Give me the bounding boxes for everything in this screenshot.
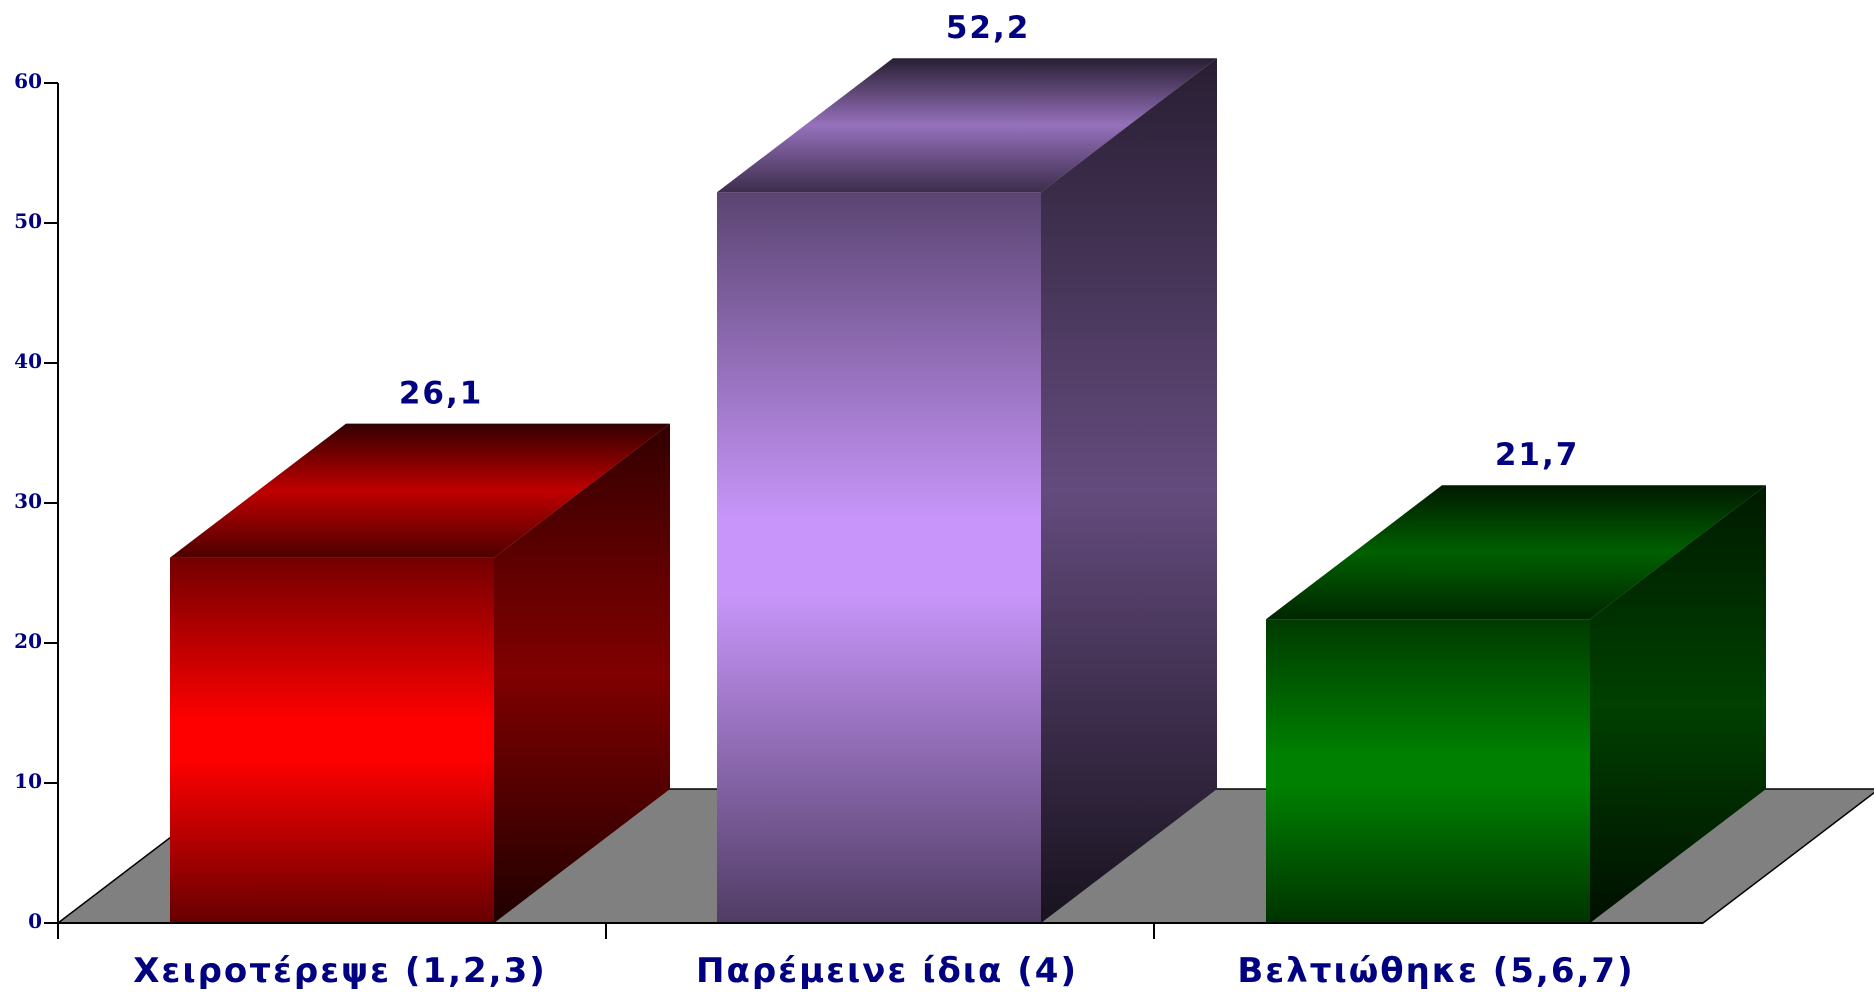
x-category-label: Χειροτέρεψε (1,2,3) [133,951,547,991]
bar [170,423,670,923]
y-tick-label: 10 [14,769,42,793]
bar-value-label: 26,1 [399,376,484,412]
y-tick-label: 40 [14,349,42,373]
value-labels: 26,1 52,2 21,7 [399,10,1580,473]
bar-value-label: 52,2 [946,10,1031,46]
y-tick-label: 20 [14,629,42,653]
bar [1266,485,1766,923]
bar-top-face [170,423,670,558]
x-category-label: Βελτιώθηκε (5,6,7) [1237,951,1634,991]
bar [717,58,1217,923]
bar-side-face [494,423,670,923]
y-tick-label: 60 [14,69,42,93]
bar-front-face [1266,619,1590,923]
x-axis-categories: Χειροτέρεψε (1,2,3) Παρέμεινε ίδια (4) Βελ… [133,923,1634,991]
y-tick-label: 0 [28,909,42,933]
y-tick-label: 30 [14,489,42,513]
bar-front-face [170,557,494,923]
bar-side-face [1041,58,1217,923]
bar-front-face [717,192,1041,923]
bar-side-face [1590,485,1766,923]
bar-top-face [717,58,1217,193]
x-category-label: Παρέμεινε ίδια (4) [696,951,1078,991]
bar-value-label: 21,7 [1495,437,1580,473]
y-axis-ticks: 0 10 20 30 40 50 60 [14,69,58,933]
bars-group [170,58,1766,923]
axes-group [57,83,1703,939]
bar-top-face [1266,485,1766,620]
y-tick-label: 50 [14,209,42,233]
